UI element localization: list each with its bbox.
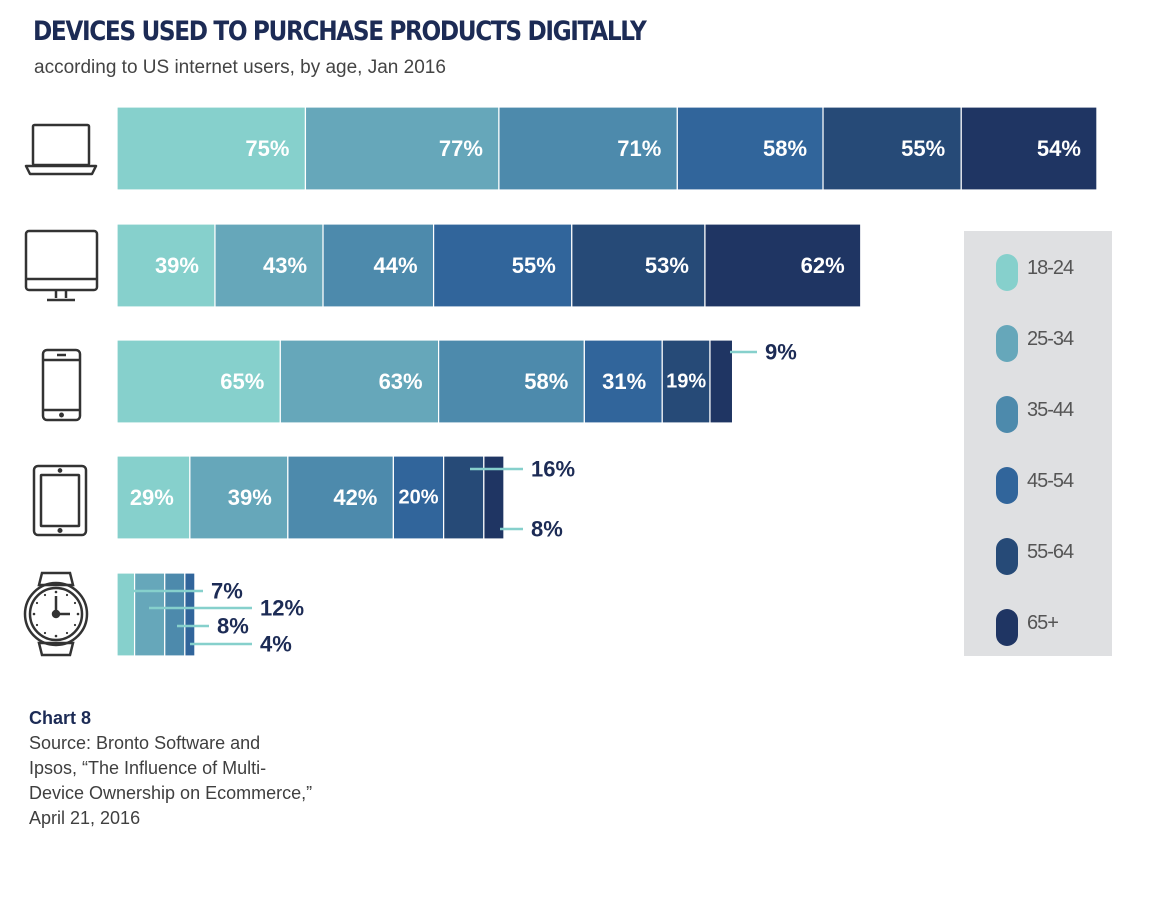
data-label: 7%	[211, 579, 243, 604]
data-label: 71%	[617, 136, 661, 161]
bar-segment	[704, 223, 862, 308]
data-label: 31%	[602, 369, 646, 394]
data-label: 39%	[228, 485, 272, 510]
bar-segment	[116, 572, 136, 657]
bar-segment	[498, 106, 678, 191]
bar-segment	[116, 223, 216, 308]
bar-segment	[583, 339, 663, 424]
data-label: 39%	[155, 253, 199, 278]
data-label: 20%	[398, 487, 438, 509]
data-label: 75%	[245, 136, 289, 161]
bar-segment	[960, 106, 1098, 191]
bar-segment	[392, 455, 445, 540]
legend-label: 55-64	[1027, 541, 1074, 563]
smartwatch-icon	[23, 571, 89, 657]
legend-swatch	[996, 325, 1018, 362]
chart-title: DEVICES USED TO PURCHASE PRODUCTS DIGITA…	[33, 16, 647, 47]
bar-segment	[432, 223, 573, 308]
data-label: 42%	[333, 485, 377, 510]
legend-background	[964, 231, 1112, 656]
bar-segment	[709, 339, 734, 424]
data-label: 44%	[374, 253, 418, 278]
data-label: 4%	[260, 632, 292, 657]
source-line: Device Ownership on Ecommerce,”	[29, 783, 313, 803]
bar-segment	[164, 572, 186, 657]
laptop-icon	[24, 123, 98, 176]
chart-number: Chart 8	[29, 708, 92, 728]
data-label: 12%	[260, 596, 304, 621]
data-label: 77%	[439, 136, 483, 161]
bar-segment	[483, 455, 505, 540]
data-label: 53%	[645, 253, 689, 278]
data-label: 63%	[379, 369, 423, 394]
data-label: 54%	[1037, 136, 1081, 161]
legend-swatch	[996, 538, 1018, 575]
bar-segment	[304, 106, 500, 191]
data-label: 8%	[531, 517, 563, 542]
legend-swatch	[996, 396, 1018, 433]
chart-subtitle: according to US internet users, by age, …	[34, 57, 446, 78]
data-label: 9%	[765, 340, 797, 365]
data-label: 19%	[666, 371, 706, 393]
data-label: 58%	[524, 369, 568, 394]
data-label: 29%	[130, 485, 174, 510]
legend-label: 18-24	[1027, 257, 1074, 279]
legend: 18-24 25-34 35-44 45-54 55-64 65+	[964, 231, 1112, 656]
legend-label: 45-54	[1027, 470, 1074, 492]
bar-chart: 18-24 25-34 35-44 45-54 55-64 65+ 75% 77% 71% 58…	[23, 106, 1112, 657]
source-line: Source: Bronto Software and	[29, 733, 261, 753]
bar-segment	[661, 339, 711, 424]
data-label: 8%	[217, 614, 249, 639]
tablet-icon	[32, 464, 88, 537]
legend-label: 65+	[1027, 612, 1058, 634]
legend-label: 25-34	[1027, 328, 1074, 350]
bar-segment	[214, 223, 324, 308]
data-label: 62%	[801, 253, 845, 278]
bar-segment	[189, 455, 289, 540]
smartphone-icon	[41, 348, 82, 422]
bar-segment	[133, 572, 166, 657]
data-label: 55%	[901, 136, 945, 161]
source-line: April 21, 2016	[29, 808, 141, 828]
bar-segment	[571, 223, 706, 308]
legend-swatch	[996, 609, 1018, 646]
bar-segment	[116, 339, 281, 424]
legend-swatch	[996, 254, 1018, 291]
desktop-icon	[24, 229, 99, 302]
data-label: 65%	[220, 369, 264, 394]
chart-footer: Chart 8 Source: Bronto Software and Ipso…	[29, 706, 312, 831]
bar-segment	[322, 223, 435, 308]
bar-segment	[287, 455, 394, 540]
data-label: 55%	[512, 253, 556, 278]
data-label: 16%	[531, 457, 575, 482]
data-label: 58%	[763, 136, 807, 161]
legend-label: 35-44	[1027, 399, 1074, 421]
data-label: 43%	[263, 253, 307, 278]
bar-segment	[184, 572, 196, 657]
bar-segment	[116, 106, 307, 191]
bar-segment	[438, 339, 585, 424]
legend-swatch	[996, 467, 1018, 504]
bar-segment	[116, 455, 191, 540]
source-line: Ipsos, “The Influence of Multi-	[29, 758, 267, 778]
